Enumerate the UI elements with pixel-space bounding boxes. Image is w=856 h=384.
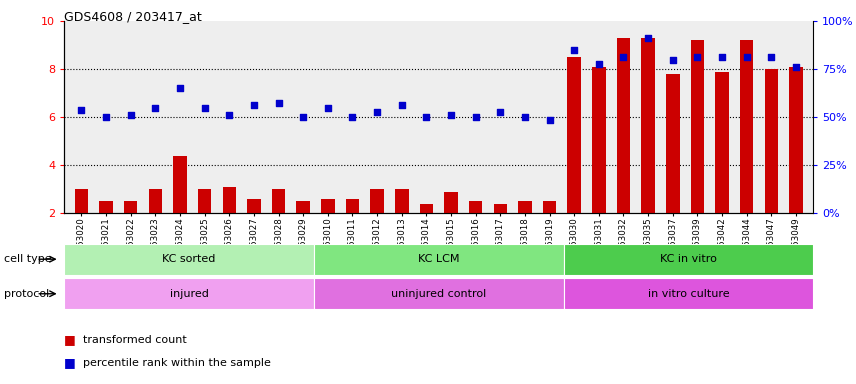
- Bar: [296, 201, 310, 213]
- Bar: [563, 278, 813, 309]
- Point: [271, 100, 285, 106]
- Text: protocol: protocol: [4, 289, 50, 299]
- Text: ■: ■: [64, 333, 76, 346]
- Text: GDS4608 / 203417_at: GDS4608 / 203417_at: [64, 10, 202, 23]
- Bar: [641, 38, 655, 213]
- Bar: [469, 201, 483, 213]
- Point: [124, 112, 138, 118]
- Point: [493, 109, 507, 115]
- Point: [444, 112, 458, 118]
- Bar: [247, 199, 261, 213]
- Point: [173, 85, 187, 91]
- Point: [543, 116, 556, 122]
- Point: [321, 104, 335, 111]
- Point: [99, 114, 113, 120]
- Bar: [716, 71, 728, 213]
- Text: transformed count: transformed count: [83, 335, 187, 345]
- Bar: [173, 156, 187, 213]
- Text: cell type: cell type: [4, 254, 52, 264]
- Text: uninjured control: uninjured control: [391, 289, 486, 299]
- Bar: [149, 189, 162, 213]
- Point: [419, 114, 433, 120]
- Bar: [321, 199, 335, 213]
- Bar: [271, 189, 285, 213]
- Text: percentile rank within the sample: percentile rank within the sample: [83, 358, 270, 368]
- Point: [691, 54, 704, 60]
- Bar: [518, 201, 532, 213]
- Bar: [563, 244, 813, 275]
- Point: [789, 64, 803, 70]
- Point: [198, 104, 211, 111]
- Bar: [666, 74, 680, 213]
- Bar: [444, 192, 458, 213]
- Bar: [395, 189, 408, 213]
- Bar: [568, 57, 581, 213]
- Bar: [346, 199, 360, 213]
- Bar: [789, 67, 803, 213]
- Bar: [64, 278, 314, 309]
- Text: in vitro culture: in vitro culture: [647, 289, 729, 299]
- Bar: [74, 189, 88, 213]
- Text: ■: ■: [64, 356, 76, 369]
- Bar: [494, 204, 507, 213]
- Bar: [314, 278, 563, 309]
- Point: [764, 54, 778, 60]
- Point: [296, 114, 310, 120]
- Bar: [124, 201, 138, 213]
- Text: KC LCM: KC LCM: [418, 254, 460, 264]
- Point: [740, 54, 753, 60]
- Bar: [616, 38, 630, 213]
- Bar: [740, 40, 753, 213]
- Bar: [99, 201, 113, 213]
- Point: [518, 114, 532, 120]
- Bar: [223, 187, 236, 213]
- Point: [148, 104, 162, 111]
- Point: [247, 102, 261, 108]
- Bar: [198, 189, 211, 213]
- Bar: [543, 201, 556, 213]
- Text: injured: injured: [169, 289, 209, 299]
- Point: [641, 35, 655, 41]
- Point: [592, 61, 606, 68]
- Bar: [314, 244, 563, 275]
- Point: [223, 112, 236, 118]
- Bar: [691, 40, 704, 213]
- Bar: [371, 189, 383, 213]
- Text: KC sorted: KC sorted: [163, 254, 216, 264]
- Point: [346, 114, 360, 120]
- Bar: [64, 244, 314, 275]
- Point: [716, 54, 729, 60]
- Bar: [419, 204, 433, 213]
- Point: [395, 102, 408, 108]
- Point: [616, 54, 630, 60]
- Bar: [592, 67, 606, 213]
- Point: [666, 56, 680, 63]
- Point: [568, 47, 581, 53]
- Point: [74, 107, 88, 113]
- Bar: [764, 69, 778, 213]
- Point: [371, 109, 384, 115]
- Text: KC in vitro: KC in vitro: [660, 254, 716, 264]
- Point: [469, 114, 483, 120]
